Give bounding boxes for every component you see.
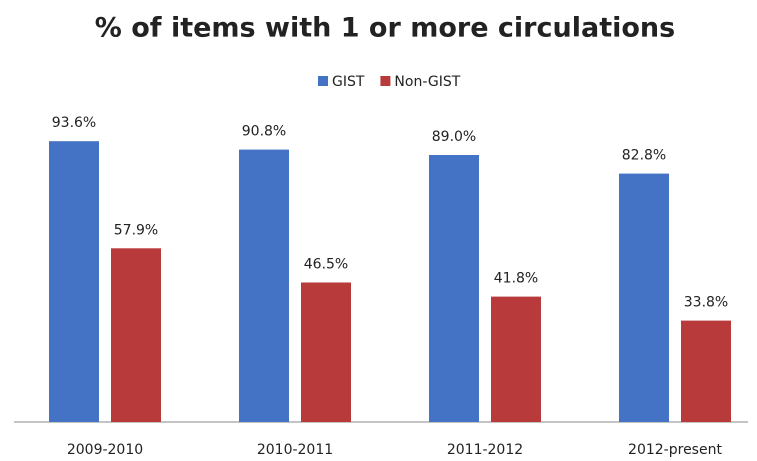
value-label: 82.8% — [622, 148, 666, 164]
x-tick-label: 2010-2011 — [257, 442, 333, 458]
bar — [429, 155, 479, 422]
value-label: 33.8% — [684, 295, 728, 311]
value-label: 41.8% — [494, 271, 538, 287]
legend-swatch — [318, 76, 328, 86]
bar — [111, 248, 161, 422]
value-label: 57.9% — [114, 222, 158, 238]
x-tick-label: 2009-2010 — [67, 442, 143, 458]
legend-label: Non-GIST — [394, 74, 460, 90]
bar — [619, 173, 669, 422]
bar — [681, 320, 731, 422]
value-label: 89.0% — [432, 129, 476, 145]
value-label: 90.8% — [242, 124, 286, 140]
legend-label: GIST — [332, 74, 365, 90]
bar — [301, 282, 351, 422]
bar — [239, 149, 289, 422]
bar — [491, 296, 541, 422]
value-label: 46.5% — [304, 257, 348, 273]
x-tick-label: 2011-2012 — [447, 442, 523, 458]
value-label: 93.6% — [52, 115, 96, 131]
chart-title: % of items with 1 or more circulations — [95, 13, 675, 44]
bar — [49, 141, 99, 422]
x-tick-label: 2012-present — [628, 442, 722, 458]
legend-swatch — [380, 76, 391, 86]
